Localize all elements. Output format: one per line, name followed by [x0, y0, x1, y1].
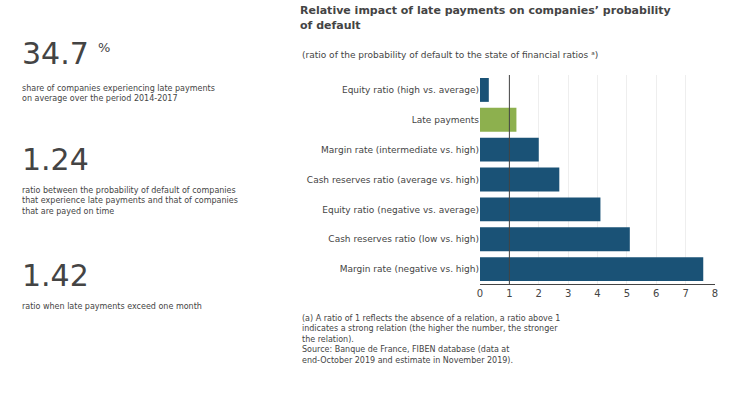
- svg-text:Late payments: Late payments: [412, 115, 480, 125]
- svg-text:0: 0: [477, 288, 483, 299]
- svg-text:1.42: 1.42: [22, 258, 89, 293]
- svg-text:4: 4: [594, 288, 600, 299]
- svg-text:Relative impact of late paymen: Relative impact of late payments on comp…: [300, 4, 671, 31]
- svg-text:Equity ratio (high vs. average: Equity ratio (high vs. average): [342, 85, 479, 95]
- svg-text:(ratio of the probability of d: (ratio of the probability of default to …: [302, 50, 598, 60]
- svg-text:ratio when late payments excee: ratio when late payments exceed one mont…: [22, 302, 202, 311]
- svg-text:2: 2: [536, 288, 542, 299]
- svg-text:6: 6: [653, 288, 659, 299]
- svg-text:%: %: [98, 40, 110, 55]
- svg-text:Equity ratio (negative vs. ave: Equity ratio (negative vs. average): [322, 205, 479, 215]
- svg-text:Cash reserves ratio (average v: Cash reserves ratio (average vs. high): [307, 175, 479, 185]
- svg-text:34.7: 34.7: [22, 36, 89, 71]
- svg-text:ratio between the probability: ratio between the probability of default…: [22, 186, 238, 216]
- svg-text:Cash reserves ratio (low vs. h: Cash reserves ratio (low vs. high): [328, 234, 479, 244]
- svg-text:7: 7: [682, 288, 688, 299]
- svg-text:(a) A ratio of 1 reflects the: (a) A ratio of 1 reflects the absence of…: [302, 314, 560, 365]
- svg-text:3: 3: [565, 288, 571, 299]
- svg-text:8: 8: [712, 288, 718, 299]
- svg-text:Margin rate (negative vs. high: Margin rate (negative vs. high): [340, 264, 479, 274]
- svg-text:1: 1: [506, 288, 512, 299]
- svg-text:5: 5: [624, 288, 630, 299]
- svg-text:share of companies experiencin: share of companies experiencing late pay…: [22, 84, 215, 103]
- svg-text:Margin rate (intermediate vs.: Margin rate (intermediate vs. high): [321, 145, 479, 155]
- svg-text:1.24: 1.24: [22, 142, 89, 177]
